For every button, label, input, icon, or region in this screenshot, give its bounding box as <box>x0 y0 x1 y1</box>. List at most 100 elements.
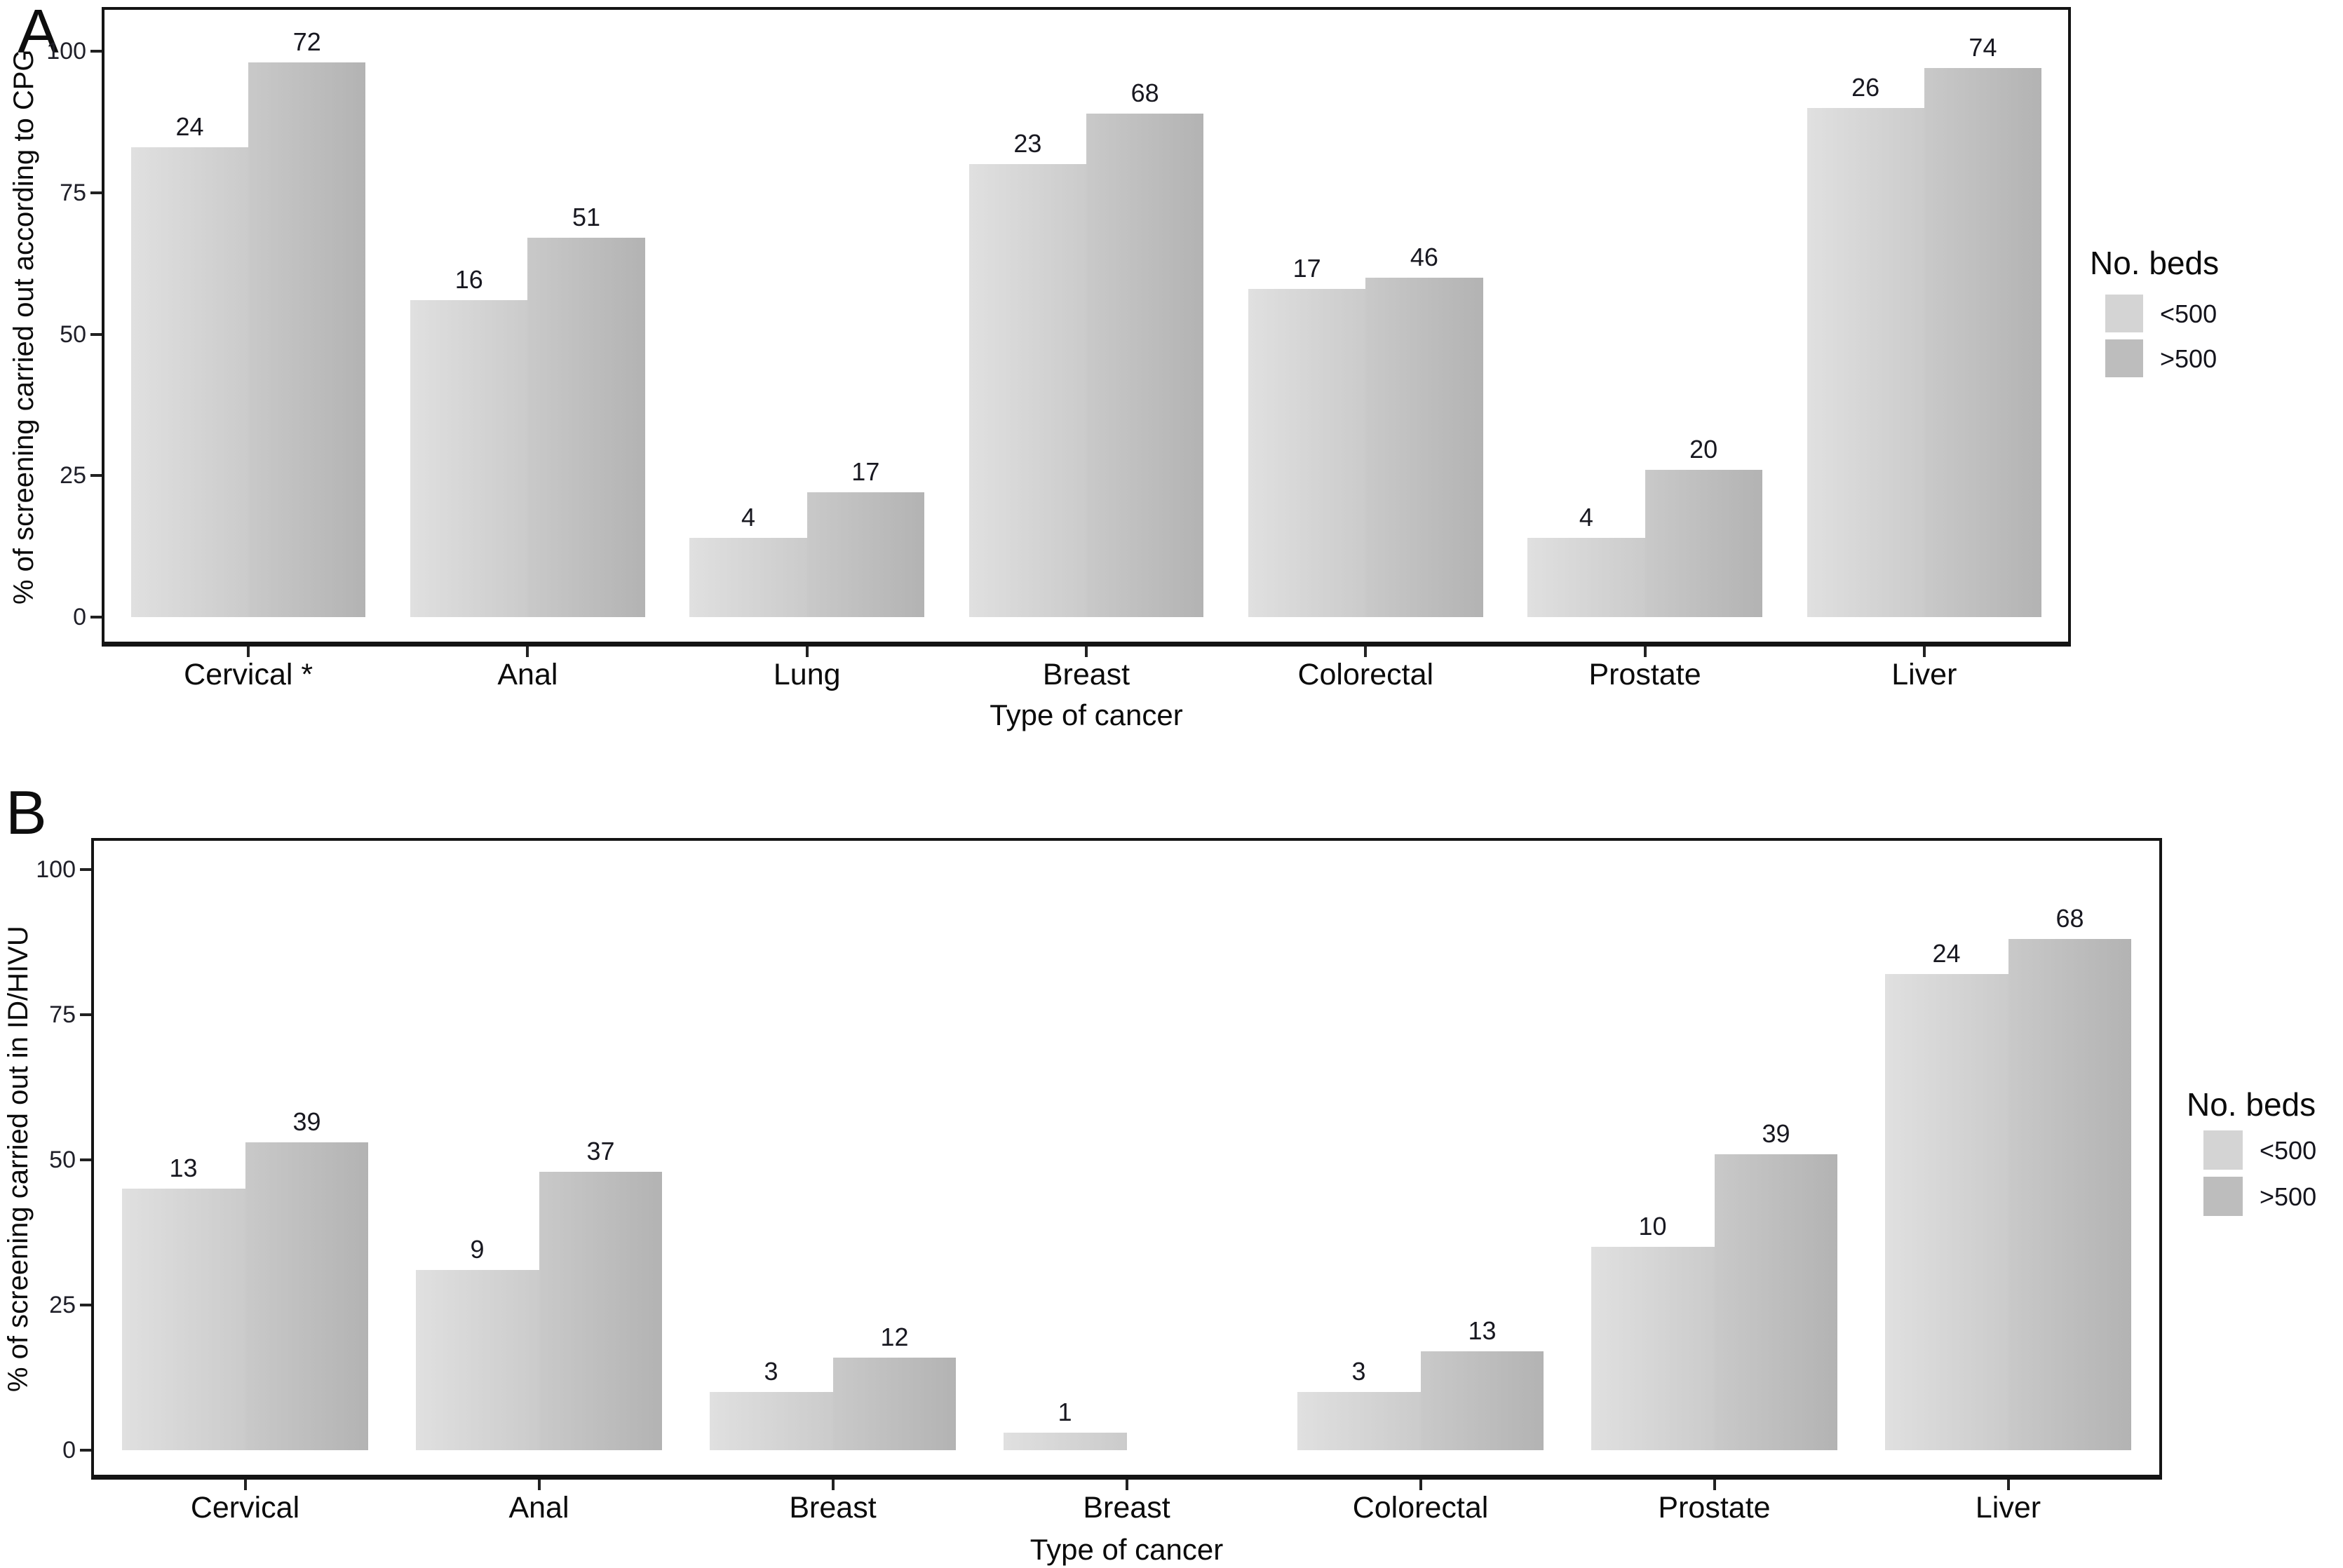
bar-value-label: 24 <box>175 112 204 142</box>
category-label: Anal <box>497 658 558 691</box>
bar-value-label: 3 <box>764 1357 778 1386</box>
panel-a-y-axis-title: % of screening carried out according to … <box>8 49 39 604</box>
bar-value-label: 12 <box>880 1322 909 1351</box>
category-label: Prostate <box>1658 1491 1771 1525</box>
category-label: Liver <box>1891 658 1957 691</box>
y-tick-mark <box>80 1158 91 1161</box>
bar-value-label: 10 <box>1638 1212 1667 1241</box>
category-label: Breast <box>1083 1491 1170 1525</box>
bar-<500-prostate: 10 <box>1591 1212 1715 1450</box>
bar-<500-breast: 3 <box>709 1357 833 1450</box>
category-label: Breast <box>789 1491 877 1525</box>
x-tick-mark <box>1419 1480 1422 1490</box>
plot-border-bottom <box>91 1475 2162 1480</box>
bar-<500-breast: 23 <box>968 129 1086 617</box>
bar-group: 24 72 <box>109 7 388 617</box>
bar-value-label: 39 <box>1762 1118 1790 1148</box>
category-label: Breast <box>1042 658 1130 691</box>
x-tick-mark <box>1085 647 1088 657</box>
y-tick-mark <box>80 1304 91 1306</box>
bar->500-colorectal: 13 <box>1420 1316 1544 1450</box>
bar-<500-anal: 9 <box>415 1235 539 1450</box>
y-tick-label: 0 <box>62 1437 76 1464</box>
y-tick-label: 50 <box>49 1147 76 1173</box>
bar-value-label: 1 <box>1058 1398 1072 1427</box>
category-label: Prostate <box>1588 658 1701 691</box>
bar->500-prostate: 20 <box>1645 435 1762 617</box>
bar-value-label: 16 <box>454 265 483 295</box>
y-tick-mark <box>90 332 102 336</box>
plot-border-right <box>2159 838 2162 1480</box>
bar-group: 26 74 <box>1785 7 2064 617</box>
x-tick-mark <box>2006 1480 2010 1490</box>
bar-value-label: 4 <box>1579 503 1593 532</box>
bar-value-label: 17 <box>851 457 880 487</box>
panel-b-letter: B <box>6 778 47 847</box>
bar->500-anal: 51 <box>527 203 645 617</box>
bar-group: 9 37 <box>392 838 686 1450</box>
bar->500-liver: 68 <box>2008 904 2132 1450</box>
bar-value-label: 26 <box>1851 72 1880 102</box>
bar-value-label: 9 <box>470 1235 485 1264</box>
bar-group: 16 51 <box>388 7 667 617</box>
bar-value-label: 37 <box>586 1136 615 1165</box>
y-tick-label: 75 <box>60 179 86 206</box>
bar-value-label: 46 <box>1410 242 1438 271</box>
bar-value-label: 20 <box>1689 435 1718 464</box>
bar-group: 17 46 <box>1226 7 1505 617</box>
bar->500-anal: 37 <box>539 1137 663 1450</box>
bar->500-lung: 17 <box>806 457 924 617</box>
bars-area: 13 39 9 37 3 12 1 3 13 10 39 24 68 <box>98 838 2155 1450</box>
y-tick-mark <box>80 1449 91 1452</box>
x-tick-mark <box>805 647 809 657</box>
bar-value-label: 17 <box>1292 253 1321 283</box>
y-tick-mark <box>90 191 102 194</box>
legend-swatch-500 <box>2105 339 2143 377</box>
bar-value-label: 24 <box>1932 939 1961 968</box>
panel-a-x-axis-title: Type of cancer <box>990 698 1183 731</box>
x-tick-mark <box>526 647 529 657</box>
category-label: Cervical <box>190 1491 300 1525</box>
bar-<500-breast: 1 <box>1003 1398 1127 1450</box>
bar-<500-liver: 24 <box>1884 939 2008 1450</box>
category-labels: Cervical Anal Breast Breast Colorectal Prosta… <box>98 1491 2155 1525</box>
y-axis-line <box>102 7 104 647</box>
bar-group: 4 17 <box>668 7 947 617</box>
category-label: Lung <box>773 658 841 691</box>
x-tick-mark <box>243 1480 247 1490</box>
y-tick-mark <box>90 616 102 619</box>
bar-value-label: 13 <box>1468 1316 1497 1346</box>
legend-swatch-500 <box>2203 1177 2243 1216</box>
category-labels: Cervical * Anal Lung Breast Colorectal Prosta… <box>109 658 2064 692</box>
y-tick-label: 75 <box>49 1001 76 1028</box>
bar-value-label: 3 <box>1351 1357 1366 1386</box>
bar-group: 4 20 <box>1505 7 1784 617</box>
bar->500-cervical: 39 <box>245 1107 369 1450</box>
bar-value-label: 72 <box>292 27 321 57</box>
legend-swatch-500 <box>2105 295 2143 332</box>
bar-value-label: 39 <box>292 1107 321 1137</box>
bar->500-cervical: 72 <box>248 27 366 617</box>
bar-<500-anal: 16 <box>410 265 528 617</box>
plot-border-top <box>91 838 2162 841</box>
y-tick-mark <box>90 474 102 478</box>
legend-label: <500 <box>2160 299 2217 328</box>
panel-b-x-axis-title: Type of cancer <box>1029 1533 1224 1566</box>
plot-border-bottom <box>102 642 2071 647</box>
x-tick-mark <box>1643 647 1647 657</box>
legend-label: >500 <box>2160 344 2217 373</box>
bars-area: 24 72 16 51 4 17 23 68 17 46 4 20 26 74 <box>109 7 2064 617</box>
x-tick-mark <box>1364 647 1368 657</box>
bar-value-label: 13 <box>169 1154 198 1183</box>
bar->500-breast: 68 <box>1086 79 1204 617</box>
bar-group: 3 13 <box>1274 838 1567 1450</box>
x-tick-mark <box>247 647 250 657</box>
y-tick-label: 100 <box>46 38 86 65</box>
bar->500-prostate: 39 <box>1714 1119 1838 1450</box>
y-tick-label: 25 <box>60 462 86 489</box>
bar-group: 23 68 <box>947 7 1226 617</box>
y-tick-mark <box>80 1013 91 1016</box>
panel-b-legend-title: No. beds <box>2187 1086 2316 1123</box>
bar-<500-lung: 4 <box>689 503 807 617</box>
